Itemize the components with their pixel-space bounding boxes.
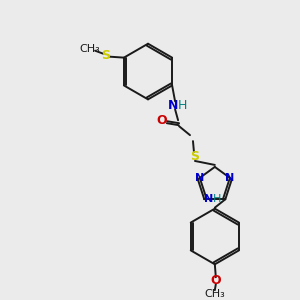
Text: H: H [213,194,221,204]
Text: CH₃: CH₃ [205,289,225,299]
Text: N: N [204,194,213,204]
Text: H: H [177,99,187,112]
Text: O: O [157,114,167,127]
Text: O: O [211,274,221,287]
Text: N: N [168,99,178,112]
Text: N: N [195,173,204,183]
Text: CH₃: CH₃ [80,44,101,54]
Text: N: N [225,173,235,183]
Text: S: S [190,151,200,164]
Text: S: S [101,49,110,62]
